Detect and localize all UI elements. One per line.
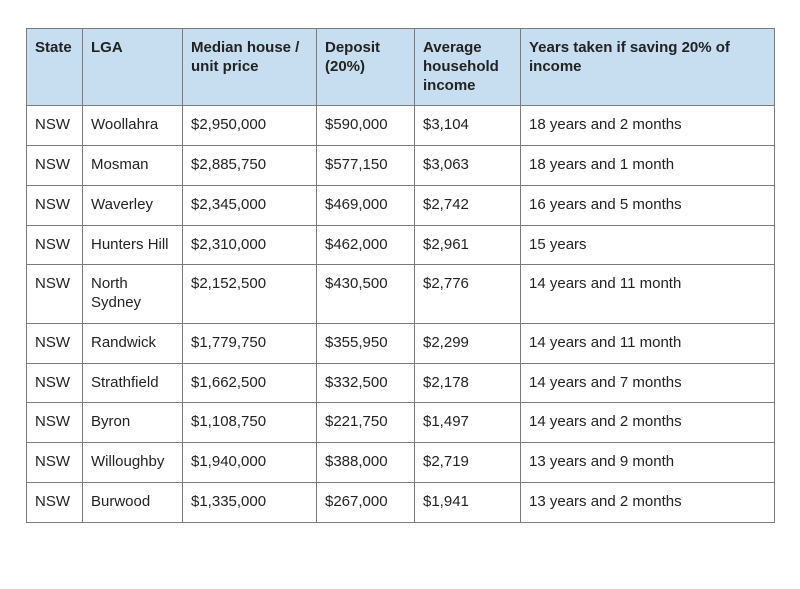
column-header: Deposit (20%) — [317, 29, 415, 106]
cell-years: 13 years and 9 month — [521, 443, 775, 483]
table-row: NSWMosman$2,885,750$577,150$3,06318 year… — [27, 146, 775, 186]
housing-table: StateLGAMedian house / unit priceDeposit… — [26, 28, 775, 523]
cell-lga: Woollahra — [83, 106, 183, 146]
cell-income: $3,104 — [415, 106, 521, 146]
column-header: State — [27, 29, 83, 106]
cell-state: NSW — [27, 225, 83, 265]
cell-deposit: $577,150 — [317, 146, 415, 186]
cell-lga: North Sydney — [83, 265, 183, 324]
cell-years: 14 years and 7 months — [521, 363, 775, 403]
cell-price: $1,662,500 — [183, 363, 317, 403]
table-row: NSWWilloughby$1,940,000$388,000$2,71913 … — [27, 443, 775, 483]
table-row: NSWWaverley$2,345,000$469,000$2,74216 ye… — [27, 185, 775, 225]
page: StateLGAMedian house / unit priceDeposit… — [0, 0, 800, 547]
column-header: Median house / unit price — [183, 29, 317, 106]
cell-deposit: $430,500 — [317, 265, 415, 324]
cell-years: 14 years and 2 months — [521, 403, 775, 443]
cell-deposit: $221,750 — [317, 403, 415, 443]
cell-lga: Burwood — [83, 482, 183, 522]
cell-years: 18 years and 1 month — [521, 146, 775, 186]
table-row: NSWWoollahra$2,950,000$590,000$3,10418 y… — [27, 106, 775, 146]
cell-deposit: $388,000 — [317, 443, 415, 483]
cell-price: $1,779,750 — [183, 323, 317, 363]
cell-deposit: $332,500 — [317, 363, 415, 403]
cell-years: 16 years and 5 months — [521, 185, 775, 225]
cell-years: 13 years and 2 months — [521, 482, 775, 522]
cell-income: $2,961 — [415, 225, 521, 265]
cell-state: NSW — [27, 106, 83, 146]
cell-state: NSW — [27, 363, 83, 403]
cell-lga: Randwick — [83, 323, 183, 363]
cell-income: $1,941 — [415, 482, 521, 522]
cell-deposit: $590,000 — [317, 106, 415, 146]
cell-years: 15 years — [521, 225, 775, 265]
column-header: Years taken if saving 20% of income — [521, 29, 775, 106]
housing-table-body: NSWWoollahra$2,950,000$590,000$3,10418 y… — [27, 106, 775, 522]
cell-price: $2,885,750 — [183, 146, 317, 186]
table-row: NSWBurwood$1,335,000$267,000$1,94113 yea… — [27, 482, 775, 522]
cell-income: $2,742 — [415, 185, 521, 225]
cell-state: NSW — [27, 185, 83, 225]
cell-state: NSW — [27, 443, 83, 483]
column-header: LGA — [83, 29, 183, 106]
cell-years: 14 years and 11 month — [521, 265, 775, 324]
cell-income: $3,063 — [415, 146, 521, 186]
cell-price: $2,345,000 — [183, 185, 317, 225]
cell-years: 18 years and 2 months — [521, 106, 775, 146]
cell-income: $2,719 — [415, 443, 521, 483]
cell-deposit: $469,000 — [317, 185, 415, 225]
cell-state: NSW — [27, 146, 83, 186]
cell-income: $1,497 — [415, 403, 521, 443]
table-row: NSWHunters Hill$2,310,000$462,000$2,9611… — [27, 225, 775, 265]
cell-lga: Byron — [83, 403, 183, 443]
cell-lga: Hunters Hill — [83, 225, 183, 265]
housing-table-head: StateLGAMedian house / unit priceDeposit… — [27, 29, 775, 106]
cell-price: $2,152,500 — [183, 265, 317, 324]
column-header: Average household income — [415, 29, 521, 106]
cell-lga: Strathfield — [83, 363, 183, 403]
cell-lga: Willoughby — [83, 443, 183, 483]
cell-income: $2,776 — [415, 265, 521, 324]
cell-state: NSW — [27, 265, 83, 324]
cell-state: NSW — [27, 323, 83, 363]
cell-state: NSW — [27, 482, 83, 522]
table-row: NSWNorth Sydney$2,152,500$430,500$2,7761… — [27, 265, 775, 324]
cell-deposit: $462,000 — [317, 225, 415, 265]
cell-price: $1,108,750 — [183, 403, 317, 443]
cell-years: 14 years and 11 month — [521, 323, 775, 363]
table-row: NSWStrathfield$1,662,500$332,500$2,17814… — [27, 363, 775, 403]
cell-deposit: $355,950 — [317, 323, 415, 363]
cell-price: $2,950,000 — [183, 106, 317, 146]
cell-state: NSW — [27, 403, 83, 443]
cell-price: $1,335,000 — [183, 482, 317, 522]
cell-income: $2,178 — [415, 363, 521, 403]
table-row: NSWByron$1,108,750$221,750$1,49714 years… — [27, 403, 775, 443]
cell-income: $2,299 — [415, 323, 521, 363]
housing-table-header-row: StateLGAMedian house / unit priceDeposit… — [27, 29, 775, 106]
cell-price: $2,310,000 — [183, 225, 317, 265]
cell-lga: Waverley — [83, 185, 183, 225]
cell-lga: Mosman — [83, 146, 183, 186]
cell-price: $1,940,000 — [183, 443, 317, 483]
cell-deposit: $267,000 — [317, 482, 415, 522]
table-row: NSWRandwick$1,779,750$355,950$2,29914 ye… — [27, 323, 775, 363]
